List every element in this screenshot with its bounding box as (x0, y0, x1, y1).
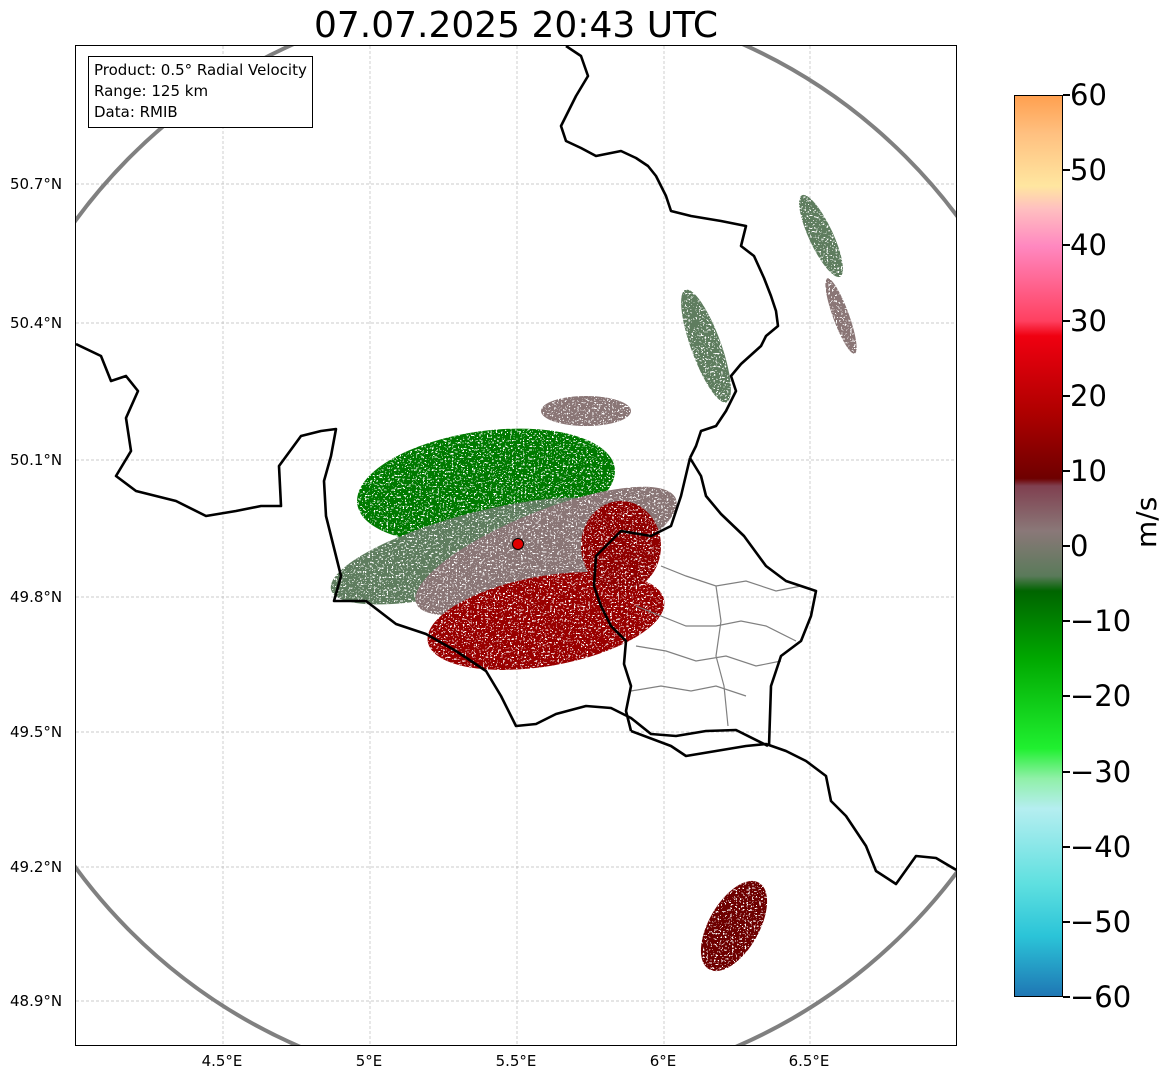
echo-red-east (581, 501, 661, 591)
echo-red-outbound (427, 572, 665, 670)
info-product: Product: 0.5° Radial Velocity (94, 61, 307, 79)
subregion-border (715, 585, 729, 727)
echo-ne-band-1 (681, 289, 731, 403)
echo-se-cell (700, 880, 768, 972)
echo-southeast (700, 880, 768, 972)
lon-label: 6.5°E (788, 1052, 830, 1070)
subregion-border (630, 685, 747, 697)
colorbar-tick-label: −60 (1070, 980, 1132, 1014)
radar-map[interactable] (75, 45, 957, 1046)
info-box: Product: 0.5° Radial Velocity Range: 125… (88, 56, 313, 128)
lat-label: 49.8°N (10, 588, 63, 606)
subregion-border (635, 645, 782, 667)
info-range: Range: 125 km (94, 82, 209, 100)
plot-title: 07.07.2025 20:43 UTC (313, 5, 719, 46)
radar-site-marker[interactable] (512, 538, 524, 550)
border-germany-east (630, 729, 956, 886)
lon-label: 5°E (355, 1052, 383, 1070)
colorbar-tick-label: 30 (1070, 303, 1107, 338)
subregion-border (635, 605, 797, 642)
colorbar-tick-label: −10 (1070, 604, 1132, 639)
colorbar-tick-label: −30 (1070, 754, 1132, 789)
lat-label: 48.9°N (10, 992, 63, 1010)
echo-northeast (681, 194, 857, 403)
subregion-border (660, 565, 802, 592)
national-borders (76, 46, 956, 886)
colorbar-tick-label: −50 (1070, 904, 1132, 939)
velocity-colorbar (1014, 95, 1063, 997)
radar-echoes (330, 194, 857, 972)
info-data-source: Data: RMIB (94, 103, 178, 121)
lon-label: 4.5°E (201, 1052, 243, 1070)
echo-ne-band-2 (799, 194, 843, 278)
lat-label: 50.1°N (10, 451, 63, 469)
admin-borders (630, 565, 802, 727)
colorbar-tick-label: 0 (1070, 529, 1089, 563)
colorbar-tick-label: 40 (1070, 228, 1107, 263)
border-belgium-germany (559, 46, 780, 459)
lon-label: 6°E (649, 1052, 677, 1070)
radar-map-svg (76, 46, 956, 1045)
lat-label: 50.7°N (10, 175, 63, 193)
colorbar-tick-label: −20 (1070, 679, 1132, 714)
echo-gray-north (541, 396, 631, 426)
lon-label: 5.5°E (495, 1052, 537, 1070)
lat-label: 50.4°N (10, 314, 63, 332)
echo-ne-band-3 (825, 278, 857, 354)
border-lux-germany (688, 457, 818, 747)
colorbar-tick-label: 20 (1070, 378, 1107, 413)
border-belgium-france (76, 342, 769, 748)
lat-label: 49.5°N (10, 723, 63, 741)
colorbar-tick-label: 60 (1070, 78, 1107, 112)
lat-label: 49.2°N (10, 858, 63, 876)
echo-main-cluster (330, 396, 677, 670)
colorbar-unit-label: m/s (1130, 496, 1163, 548)
colorbar-tick-label: 50 (1070, 153, 1107, 188)
colorbar-tick-label: −40 (1070, 829, 1132, 864)
border-luxembourg (592, 457, 692, 732)
colorbar-tick-label: 10 (1070, 453, 1107, 488)
